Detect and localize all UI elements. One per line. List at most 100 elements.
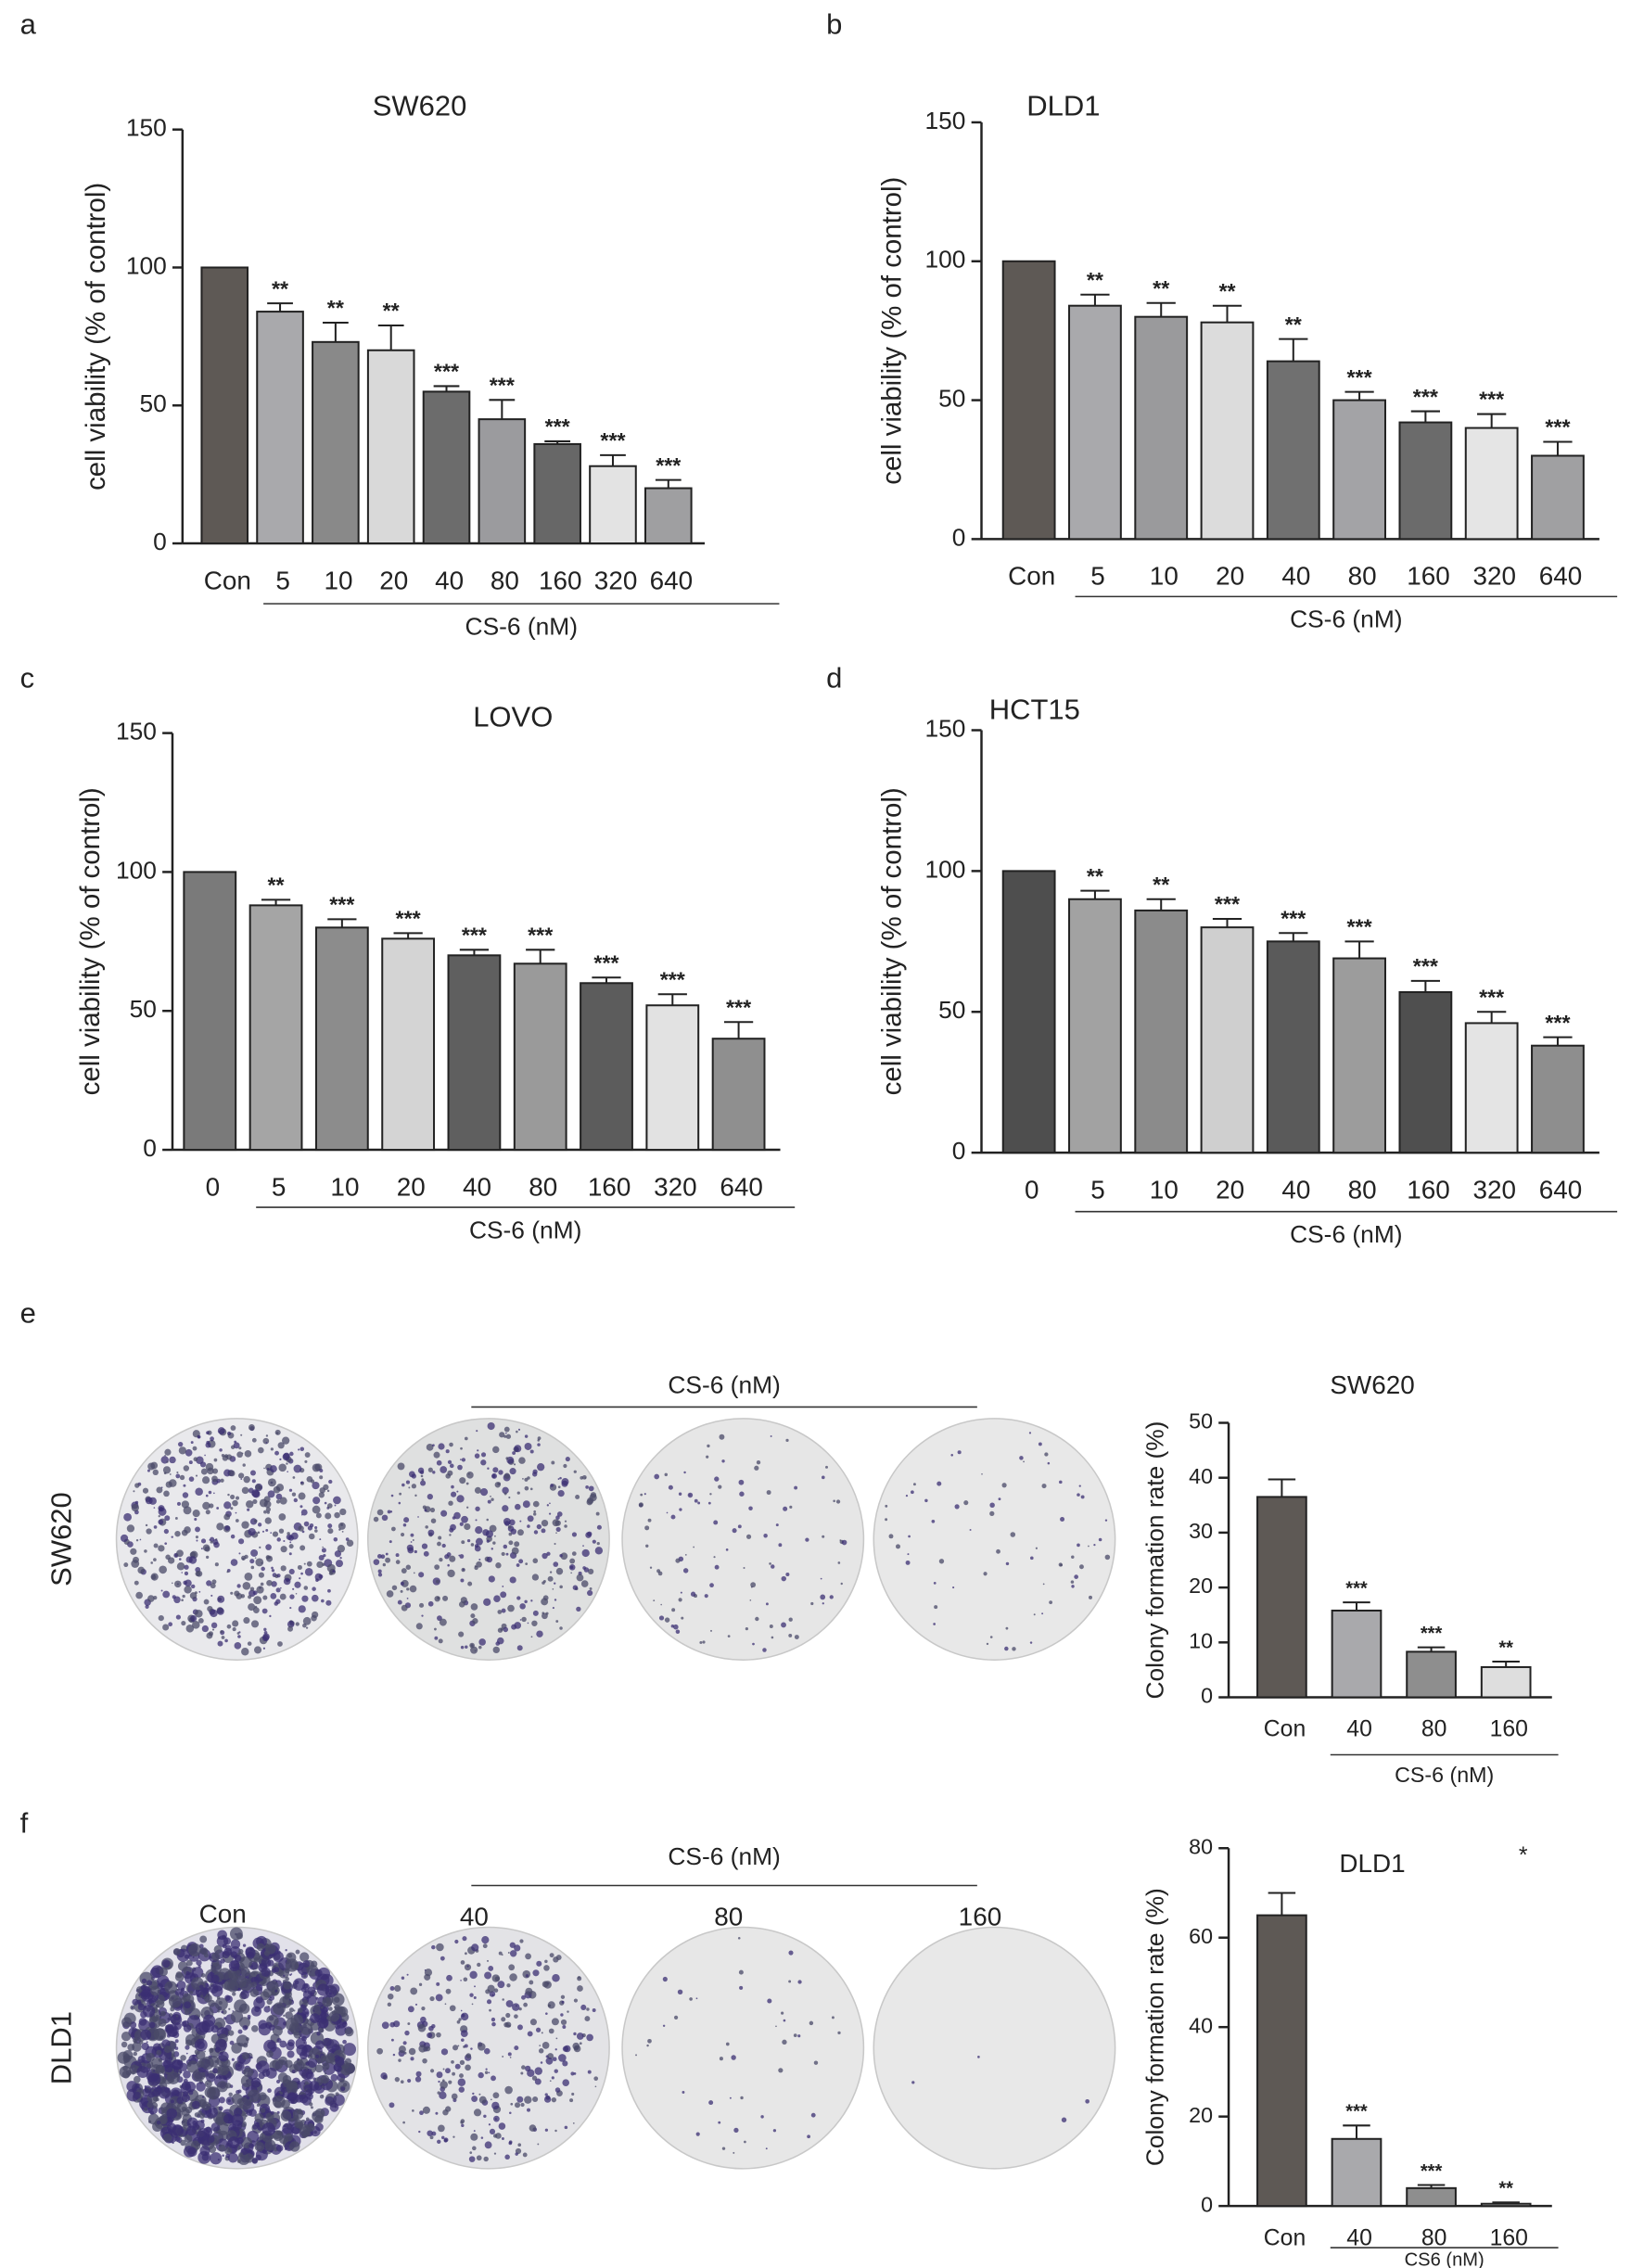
colony xyxy=(319,1538,322,1541)
colony xyxy=(248,1603,256,1612)
colony xyxy=(789,1505,793,1509)
colony xyxy=(169,1473,172,1475)
colony xyxy=(456,1490,459,1493)
y-axis-label: Colony formation rate (%) xyxy=(1141,1421,1169,1700)
colony xyxy=(501,1608,506,1613)
colony xyxy=(593,2076,599,2081)
colony xyxy=(328,2010,340,2022)
colony xyxy=(492,1467,499,1473)
colony xyxy=(299,1545,306,1551)
colony xyxy=(570,2071,575,2076)
colony xyxy=(236,1584,241,1588)
colony xyxy=(285,2133,293,2142)
colony xyxy=(516,1491,520,1495)
colony xyxy=(656,1569,661,1574)
colony xyxy=(448,1500,453,1506)
colony xyxy=(168,1994,182,2008)
colony xyxy=(840,1582,843,1586)
colony xyxy=(200,1538,207,1544)
colony xyxy=(266,1579,273,1586)
colony xyxy=(675,1629,681,1635)
colony xyxy=(797,2034,801,2038)
colony xyxy=(286,2082,299,2095)
colony xyxy=(235,2061,245,2071)
colony xyxy=(184,1564,189,1570)
significance: *** xyxy=(1413,385,1439,409)
colony xyxy=(783,1506,788,1511)
colony xyxy=(545,2012,548,2015)
colony xyxy=(123,1512,132,1522)
colony xyxy=(1023,1460,1025,1463)
bar xyxy=(256,311,304,545)
colony xyxy=(206,1632,213,1639)
colony xyxy=(507,1952,510,1954)
colony xyxy=(810,1601,814,1606)
colony xyxy=(272,1531,279,1537)
bar xyxy=(1332,399,1386,541)
colony xyxy=(475,1525,483,1535)
colony xyxy=(766,1490,771,1496)
significance: *** xyxy=(600,428,626,452)
x-tick-label: 640 xyxy=(720,1172,763,1201)
colony xyxy=(552,2057,557,2062)
colony xyxy=(275,1493,283,1500)
x-tick-label: Con xyxy=(204,566,251,594)
colony xyxy=(428,2025,434,2032)
colony xyxy=(236,2034,249,2047)
plate xyxy=(873,1926,1116,2170)
colony xyxy=(519,1603,526,1610)
colony xyxy=(188,1943,202,1957)
colony xyxy=(810,2112,816,2118)
colony xyxy=(295,1622,299,1626)
colony xyxy=(452,2071,456,2076)
significance: *** xyxy=(1215,892,1241,916)
colony xyxy=(537,1443,541,1446)
colony xyxy=(398,1501,401,1505)
x-tick-label: 40 xyxy=(1281,1175,1310,1204)
colony xyxy=(577,1976,582,1981)
colony xyxy=(710,1629,713,1632)
colony xyxy=(298,2061,302,2066)
colony xyxy=(653,1599,656,1602)
plate xyxy=(115,1926,359,2170)
bar xyxy=(1068,304,1122,541)
colony xyxy=(638,1502,643,1508)
colony xyxy=(885,1504,888,1508)
colony xyxy=(520,2102,525,2108)
x-axis-label: CS-6 (nM) xyxy=(1395,1763,1494,1787)
colony xyxy=(406,1587,410,1591)
colony xyxy=(156,1999,165,2008)
colony xyxy=(534,2067,542,2075)
colony xyxy=(252,1590,258,1596)
colony xyxy=(532,1558,539,1564)
colony xyxy=(254,1519,258,1523)
colony xyxy=(211,1468,219,1474)
colony xyxy=(813,2060,819,2065)
colony xyxy=(809,2020,814,2026)
colony xyxy=(501,2017,506,2022)
colony xyxy=(305,2011,309,2015)
colony xyxy=(246,2109,253,2116)
colony xyxy=(247,2089,261,2103)
colony xyxy=(470,2133,478,2141)
colony xyxy=(377,1569,382,1574)
colony xyxy=(695,1997,698,2000)
x-tick-label: 640 xyxy=(1539,1175,1583,1204)
colony xyxy=(159,1565,167,1574)
colony xyxy=(541,2032,543,2034)
colony xyxy=(457,2078,466,2086)
colony xyxy=(573,2032,577,2036)
colony xyxy=(516,2096,524,2103)
colony xyxy=(307,2058,318,2069)
colony xyxy=(458,1631,465,1637)
colony xyxy=(276,2038,282,2044)
colony xyxy=(382,1562,387,1567)
colony xyxy=(325,2096,335,2106)
colony xyxy=(227,1493,230,1497)
colony xyxy=(227,2098,231,2103)
colony xyxy=(223,2113,234,2124)
colony xyxy=(289,2141,300,2152)
colony xyxy=(585,1485,589,1489)
colony xyxy=(518,1457,526,1464)
colony xyxy=(647,2038,652,2044)
